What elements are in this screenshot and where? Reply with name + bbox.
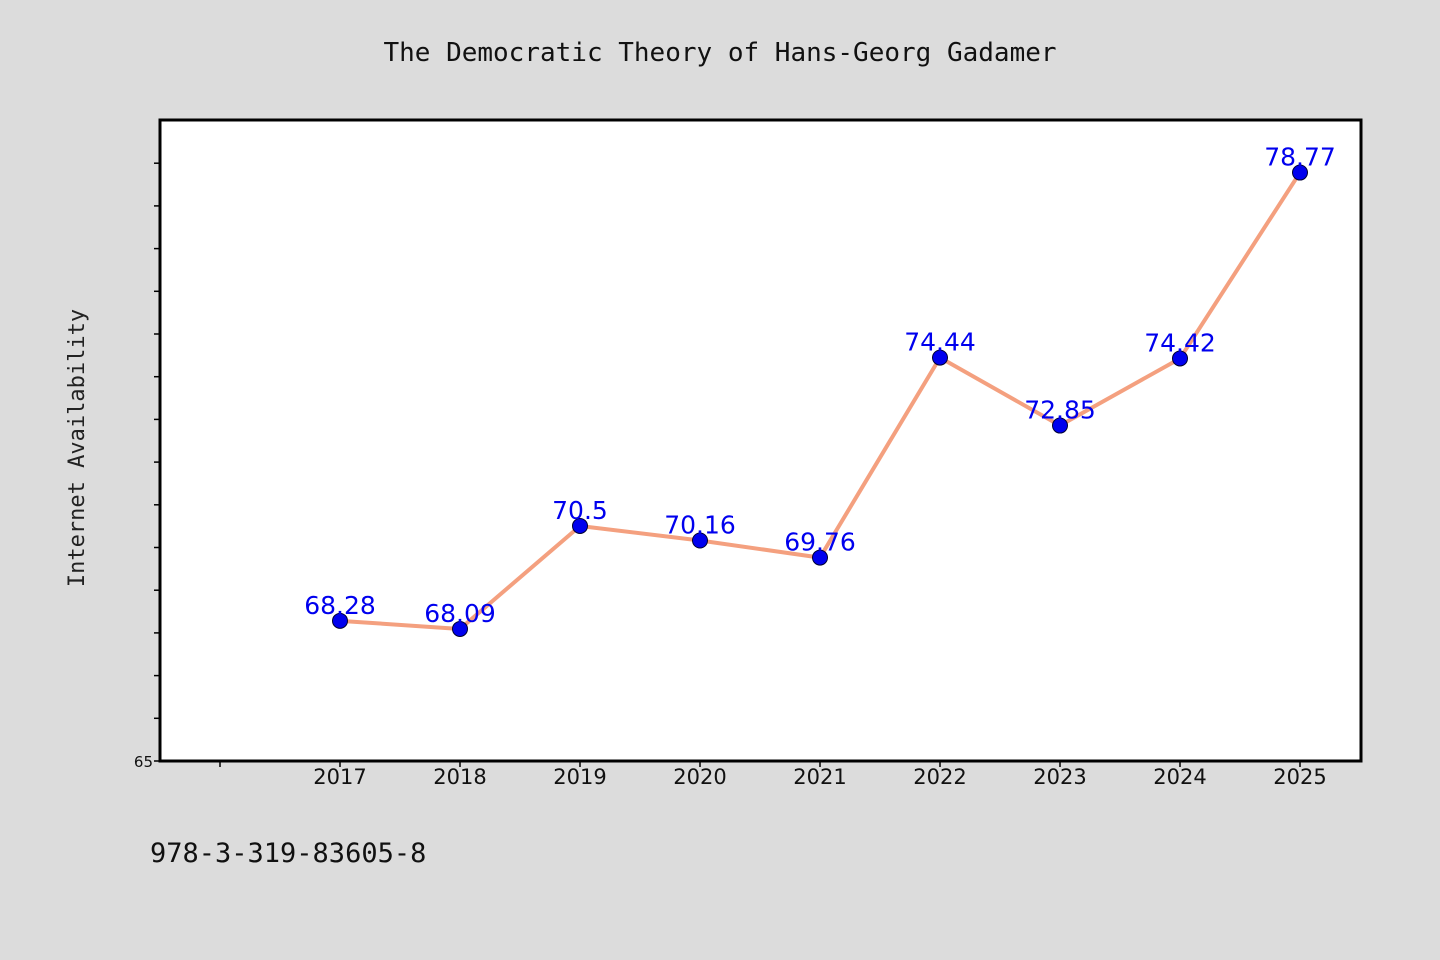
data-point [1052, 417, 1068, 434]
data-label: 69.76 [784, 528, 856, 557]
data-point [932, 349, 948, 366]
x-tick-label: 2025 [1273, 765, 1326, 789]
x-ticks: 2017 2018 2019 2020 2021 2022 2023 2024 2025 [219, 761, 1327, 789]
data-label: 68.28 [304, 591, 376, 620]
data-point [1172, 350, 1188, 367]
data-point [332, 612, 348, 629]
data-label: 70.5 [552, 496, 608, 525]
data-labels: 68.28 68.09 70.5 70.16 69.76 74.44 72.85 74.42 7… [304, 143, 1336, 628]
chart-title: The Democratic Theory of Hans-Georg Gada… [383, 38, 1056, 68]
data-label: 78.77 [1264, 143, 1336, 172]
data-label: 74.44 [904, 328, 976, 357]
data-markers [332, 164, 1308, 637]
plot-area [158, 118, 1363, 763]
x-tick-label: 2019 [553, 765, 606, 789]
y-tick-label: 65 [134, 753, 153, 771]
data-point [452, 620, 468, 637]
data-point [812, 549, 828, 566]
x-tick-label: 2018 [433, 765, 486, 789]
x-tick-label: 2020 [673, 765, 726, 789]
data-point [572, 517, 588, 534]
data-point [692, 532, 708, 549]
data-label: 70.16 [664, 510, 736, 539]
data-label: 74.42 [1144, 328, 1216, 357]
x-tick-label: 2023 [1033, 765, 1086, 789]
x-tick-label: 2017 [313, 765, 366, 789]
y-ticks: 65 [134, 162, 160, 771]
y-axis-label: Internet Availability [65, 309, 90, 587]
x-tick-label: 2021 [793, 765, 846, 789]
data-point [1292, 164, 1308, 181]
isbn-footer: 978-3-319-83605-8 [150, 838, 426, 869]
data-label: 72.85 [1024, 396, 1096, 425]
data-label: 68.09 [424, 599, 496, 628]
x-tick-label: 2022 [913, 765, 966, 789]
x-tick-label: 2024 [1153, 765, 1206, 789]
